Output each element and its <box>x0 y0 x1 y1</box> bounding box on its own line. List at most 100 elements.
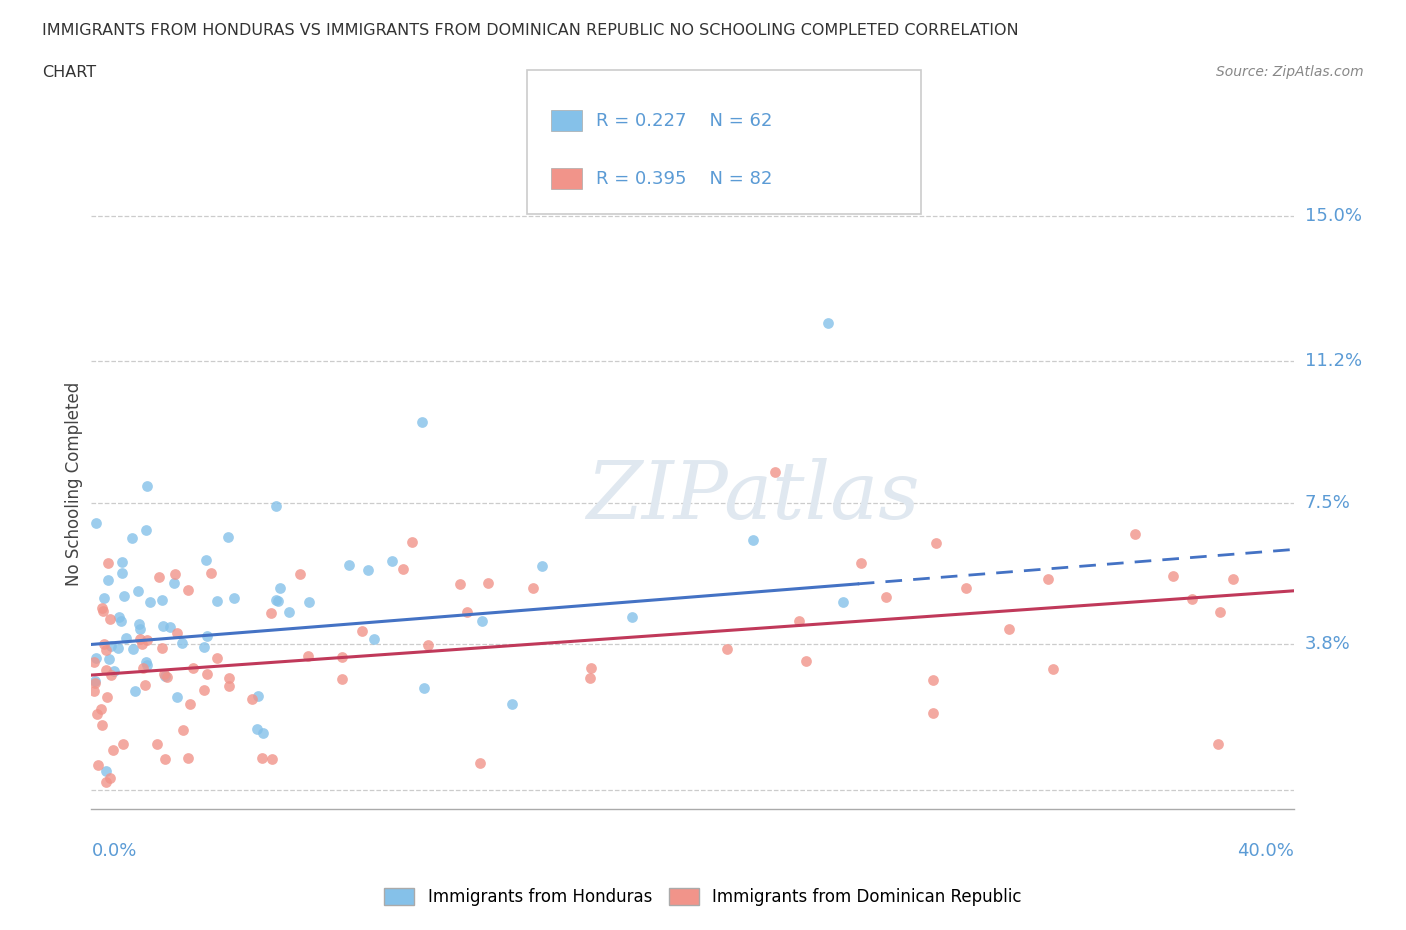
Point <box>205 650 228 665</box>
Point <box>330 671 353 686</box>
Point <box>86 707 108 722</box>
Point <box>93 637 115 652</box>
Point <box>789 614 811 629</box>
Point <box>153 667 176 682</box>
Point <box>96 690 118 705</box>
Point <box>831 594 853 609</box>
Point <box>501 697 523 711</box>
Point <box>252 726 274 741</box>
Point <box>134 678 156 693</box>
Point <box>172 723 194 737</box>
Point <box>264 592 287 607</box>
Point <box>124 684 146 698</box>
Point <box>94 662 117 677</box>
Text: 3.8%: 3.8% <box>1305 635 1350 654</box>
Point <box>127 584 149 599</box>
Point <box>94 775 117 790</box>
Point <box>110 614 132 629</box>
Point <box>1036 571 1059 586</box>
Point <box>381 554 404 569</box>
Point <box>128 616 150 631</box>
Point <box>84 673 107 688</box>
Point <box>132 661 155 676</box>
Point <box>177 751 200 765</box>
Point <box>267 593 290 608</box>
Point <box>297 648 319 663</box>
Point <box>418 637 440 652</box>
Point <box>93 604 115 618</box>
Point <box>621 610 644 625</box>
Point <box>93 591 115 605</box>
Point <box>579 660 602 675</box>
Point <box>129 631 152 646</box>
Point <box>411 415 433 430</box>
Point <box>121 531 143 546</box>
Point <box>181 660 204 675</box>
Point <box>357 563 380 578</box>
Point <box>166 689 188 704</box>
Point <box>194 552 217 567</box>
Point <box>98 612 121 627</box>
Point <box>135 632 157 647</box>
Point <box>152 618 174 633</box>
Point <box>401 535 423 550</box>
Point <box>91 717 114 732</box>
Point <box>522 580 544 595</box>
Point <box>195 666 218 681</box>
Point <box>112 736 135 751</box>
Point <box>264 498 287 513</box>
Point <box>741 533 763 548</box>
Point <box>153 668 176 683</box>
Point <box>925 536 948 551</box>
Point <box>207 593 229 608</box>
Point <box>177 583 200 598</box>
Point <box>218 679 240 694</box>
Point <box>110 554 132 569</box>
Point <box>90 702 112 717</box>
Point <box>250 751 273 765</box>
Point <box>1208 604 1230 619</box>
Point <box>218 671 240 685</box>
Point <box>1208 737 1230 751</box>
Legend: Immigrants from Honduras, Immigrants from Dominican Republic: Immigrants from Honduras, Immigrants fro… <box>378 881 1028 912</box>
Point <box>1222 572 1244 587</box>
Point <box>955 580 977 595</box>
Point <box>260 751 283 766</box>
Point <box>83 684 105 699</box>
Point <box>150 592 173 607</box>
Point <box>112 589 135 604</box>
Point <box>412 681 434 696</box>
Text: R = 0.395    N = 82: R = 0.395 N = 82 <box>596 169 772 188</box>
Point <box>763 464 786 479</box>
Point <box>337 557 360 572</box>
Text: IMMIGRANTS FROM HONDURAS VS IMMIGRANTS FROM DOMINICAN REPUBLIC NO SCHOOLING COMP: IMMIGRANTS FROM HONDURAS VS IMMIGRANTS F… <box>42 23 1019 38</box>
Point <box>111 565 134 580</box>
Point <box>851 556 873 571</box>
Point <box>131 636 153 651</box>
Point <box>332 649 354 664</box>
Text: 7.5%: 7.5% <box>1305 494 1351 512</box>
Y-axis label: No Schooling Completed: No Schooling Completed <box>65 381 83 586</box>
Point <box>217 530 239 545</box>
Point <box>477 576 499 591</box>
Point <box>96 643 118 658</box>
Point <box>165 566 187 581</box>
Point <box>269 581 291 596</box>
Point <box>1123 526 1146 541</box>
Text: ZIPatlas: ZIPatlas <box>586 458 920 536</box>
Text: 40.0%: 40.0% <box>1237 842 1294 860</box>
Text: R = 0.227    N = 62: R = 0.227 N = 62 <box>596 112 772 129</box>
Text: Source: ZipAtlas.com: Source: ZipAtlas.com <box>1216 65 1364 79</box>
Point <box>128 622 150 637</box>
Point <box>148 569 170 584</box>
Point <box>350 623 373 638</box>
Point <box>96 572 118 587</box>
Point <box>163 576 186 591</box>
Point <box>449 577 471 591</box>
Point <box>83 676 105 691</box>
Point <box>83 655 105 670</box>
Point <box>298 594 321 609</box>
Point <box>100 638 122 653</box>
Point <box>363 631 385 646</box>
Point <box>456 604 478 619</box>
